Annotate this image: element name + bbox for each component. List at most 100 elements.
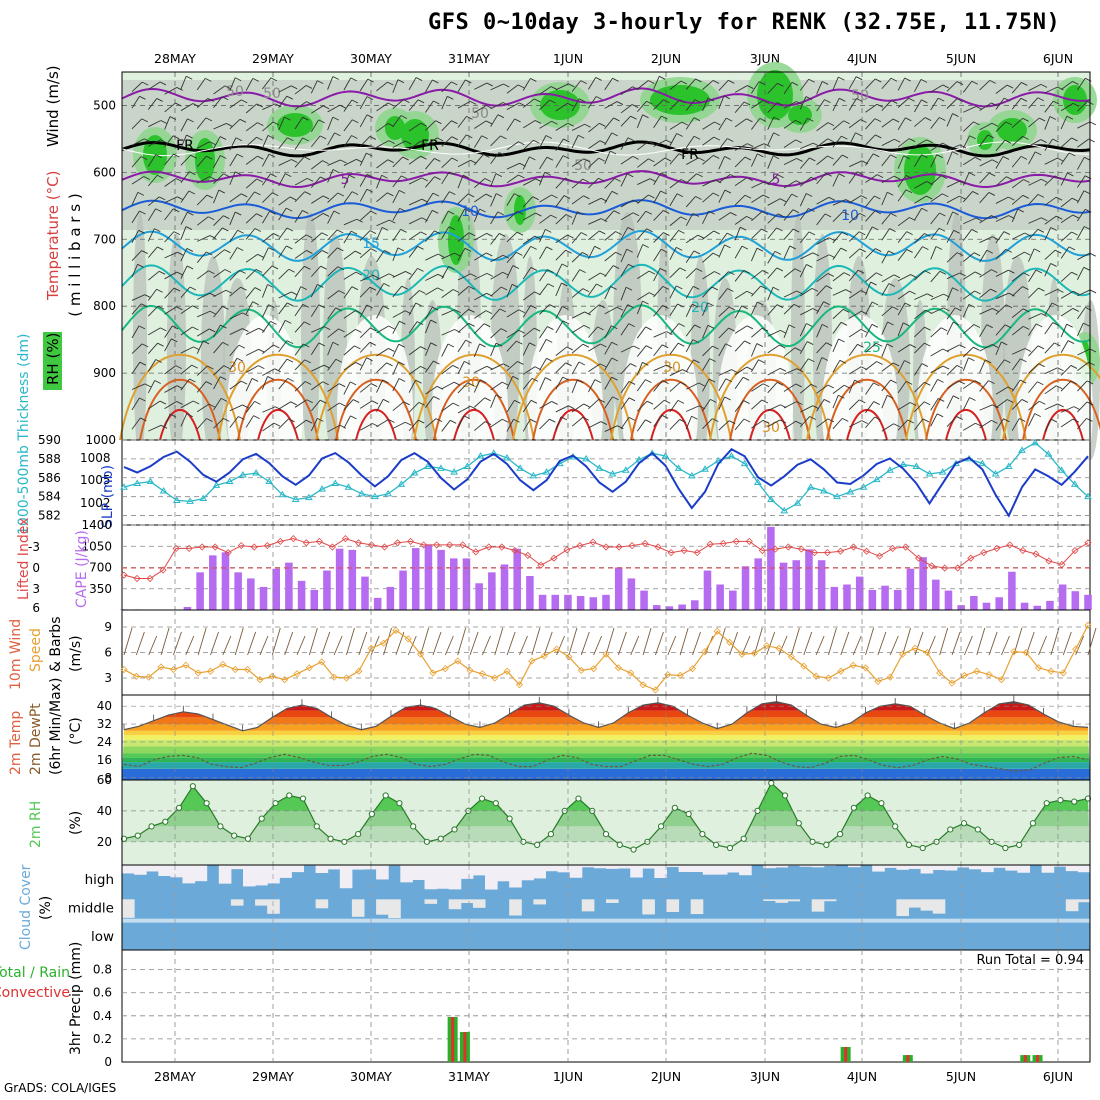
wind-speed-point: [1047, 667, 1055, 675]
wind-barb-flag: [904, 302, 912, 307]
wind-barb: [669, 342, 679, 355]
wind-barb-flag: [953, 229, 960, 234]
wind-barb-flag: [387, 159, 394, 164]
wind-barb: [669, 230, 679, 242]
wind-barb-flag: [516, 231, 524, 236]
wind-barb-flag: [691, 303, 699, 308]
wind-barb-flag: [388, 273, 396, 278]
temp-ylabel-part: 2m DewPt: [28, 703, 44, 775]
wind-barb: [946, 195, 960, 204]
wind-barb-flag: [1054, 342, 1061, 347]
wind-barb-flag: [417, 419, 425, 424]
wind-barb-flag: [435, 120, 442, 125]
rh2m-point: [919, 844, 926, 852]
cloud-level-label: low: [91, 929, 114, 945]
wind-barb: [783, 347, 796, 357]
wind-barb-flag: [447, 95, 454, 100]
cloud-high-gap: [134, 865, 147, 875]
slp-tick-label: 1005: [80, 473, 111, 487]
wind-barb-10m: [963, 635, 973, 656]
wind-barb: [359, 327, 371, 339]
cloud-high-gap: [122, 865, 135, 874]
wind-barb: [180, 364, 192, 375]
wind-speed-point: [318, 658, 326, 666]
wind-ylabel-part: (m/s): [68, 635, 84, 672]
precip-tick-label: 0.8: [93, 963, 112, 977]
wind-barb: [653, 99, 664, 111]
wind-barb: [637, 178, 651, 185]
wind-barb-flag: [403, 401, 410, 406]
lifted-point: [511, 546, 519, 555]
wind-barb-10m: [210, 631, 219, 656]
wind-barb: [147, 98, 158, 110]
wind-barb: [180, 134, 187, 149]
wind-barb-flag: [267, 134, 275, 139]
cape-bar: [805, 549, 813, 610]
wind-barb-flag: [697, 234, 705, 239]
wind-barb: [800, 142, 814, 150]
wind-barb: [376, 159, 389, 169]
wind-barb-flag: [1072, 290, 1080, 295]
wind-barb: [979, 324, 988, 337]
wind-barb: [832, 154, 843, 166]
wind-barb-flag: [992, 404, 999, 409]
wind-barb-flag: [354, 345, 361, 350]
wind-barb: [588, 363, 601, 372]
wind-barb: [131, 417, 141, 430]
contour-30c-arch: [1002, 353, 1100, 441]
wind-barb: [441, 329, 455, 336]
lifted-point: [302, 539, 310, 547]
wind-barb: [376, 219, 390, 227]
wind-barb: [164, 196, 178, 204]
wind-barb: [897, 249, 907, 261]
wind-barb-flag: [530, 245, 537, 250]
wind-barb: [180, 76, 187, 90]
wind-barb-flag: [693, 250, 701, 255]
wind-barb-flag: [779, 419, 787, 424]
wind-barb: [164, 306, 177, 315]
wind-barb-flag: [141, 343, 149, 348]
wind-barb: [425, 385, 438, 395]
wind-barb-flag: [578, 361, 586, 366]
wind-barb: [702, 378, 710, 392]
wind-barb: [229, 77, 236, 91]
wind-barb: [343, 415, 351, 429]
wind-barb-flag: [788, 324, 796, 329]
wind-barb: [392, 156, 403, 168]
wind-barb: [196, 403, 210, 413]
wind-barb-flag: [678, 229, 685, 234]
wind-barb: [213, 269, 226, 278]
thickness-point: [820, 487, 828, 494]
cloud-high-gap: [630, 865, 643, 878]
wind-barb-flag: [547, 283, 555, 288]
wind-barb: [229, 404, 243, 412]
wind-barb-flag: [956, 364, 964, 369]
wind-barb-flag: [202, 340, 210, 345]
wind-barb-flag: [615, 231, 622, 235]
wind-barb-flag: [1022, 135, 1029, 140]
wind-barb: [816, 273, 829, 283]
cape-bar: [906, 568, 915, 610]
cloud-high-gap: [279, 865, 292, 878]
wind-barb: [1060, 365, 1072, 376]
wind-barb: [392, 115, 402, 128]
wind-barb: [848, 195, 862, 204]
wind-barb-flag: [172, 208, 180, 213]
wind-barb-flag: [176, 87, 184, 91]
cape-bar: [754, 558, 762, 610]
wind-barb-flag: [661, 115, 668, 120]
thickness-point: [384, 489, 392, 497]
wind-barb: [327, 290, 340, 300]
wind-barb-flag: [952, 321, 960, 326]
wind-barb-flag: [1037, 381, 1044, 386]
wind-barb: [294, 210, 303, 223]
wind-barb: [1011, 208, 1019, 223]
wind-barb-flag: [351, 191, 359, 196]
wind-barb-flag: [304, 191, 311, 196]
wind-barb-flag: [925, 309, 932, 314]
wind-barb-flag: [1004, 324, 1012, 329]
wind-barb-flag: [339, 402, 346, 407]
wind-barb-flag: [551, 194, 558, 199]
wind-barb: [767, 83, 778, 94]
rh-wet-blob: [277, 113, 313, 137]
